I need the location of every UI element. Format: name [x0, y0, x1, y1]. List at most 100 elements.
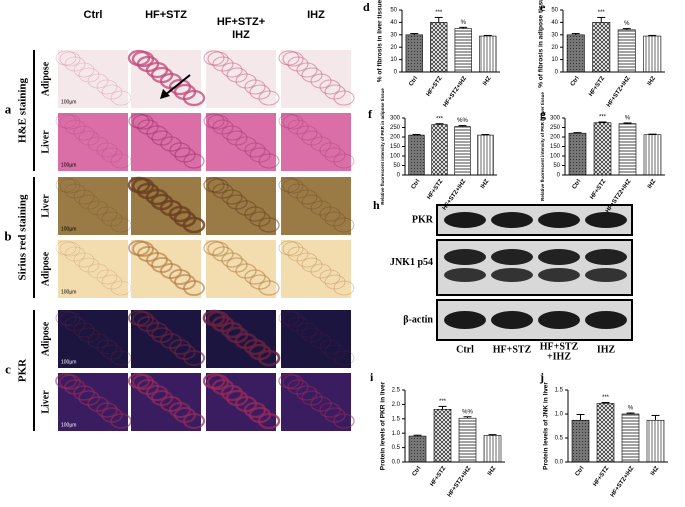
tissue-texture [168, 78, 192, 96]
tissue-texture [301, 327, 323, 343]
micrograph [58, 113, 128, 171]
tissue-texture [55, 177, 77, 193]
significance: *** [439, 399, 447, 405]
tissue-texture [78, 327, 100, 343]
tissue-texture [87, 73, 109, 89]
tissue-texture [101, 344, 123, 360]
y-tick-label: 100 [390, 154, 401, 160]
tissue-texture [212, 56, 234, 72]
y-tick-label: 20 [551, 45, 558, 51]
tissue-texture [96, 79, 118, 95]
tissue-texture [131, 50, 155, 68]
tissue-texture [296, 62, 318, 78]
blot-band [444, 268, 486, 282]
tissue-texture [78, 390, 100, 406]
tissue-texture [319, 339, 341, 355]
y-axis-label: % of fibrosis in liver tissue [377, 0, 384, 82]
bar [479, 35, 497, 73]
bar [617, 29, 636, 73]
tissue-texture [226, 130, 248, 146]
panel-letter: g [540, 107, 546, 121]
bar [592, 22, 611, 73]
column-header: HF+STZ+ [217, 16, 265, 28]
tissue-texture [319, 142, 341, 158]
panel-letter: a [5, 101, 12, 116]
tissue-texture [203, 50, 225, 66]
tissue-texture [244, 269, 266, 285]
tissue-texture [287, 183, 309, 199]
y-tick-label: 0.0 [392, 460, 401, 466]
y-tick-label: 1.5 [392, 416, 401, 422]
y-tick-label: 2.0 [392, 402, 401, 408]
micrograph [281, 310, 351, 368]
y-axis-label: Protein levels of PKR in liver [380, 381, 387, 470]
tissue-texture [244, 79, 266, 95]
blot-band [444, 311, 486, 329]
significance: % [461, 20, 467, 26]
lane-label: Ctrl [456, 344, 474, 355]
scale-bar: 100µm [61, 162, 76, 168]
y-tick-label: 40 [390, 20, 397, 26]
y-tick-label: 1.0 [392, 431, 401, 437]
row-label: Adipose [40, 61, 51, 96]
blot-band [491, 249, 533, 265]
panel-letter: c [5, 361, 11, 376]
blot-frame [436, 239, 633, 296]
tissue-texture [131, 373, 155, 391]
arrow [164, 74, 191, 96]
tissue-texture [55, 50, 77, 66]
y-tick-label: 0 [397, 173, 401, 179]
tissue-texture [258, 90, 280, 106]
tissue-texture [221, 125, 243, 141]
blot-band [585, 268, 627, 282]
bar [430, 22, 448, 73]
tissue-texture [324, 211, 346, 227]
y-tick-label: 50 [393, 163, 400, 169]
tissue-texture [73, 385, 95, 401]
tissue-texture [132, 311, 154, 327]
blot-band [538, 268, 580, 282]
tissue-texture [73, 125, 95, 141]
y-tick-label: 2.5 [392, 388, 401, 394]
tissue-texture [287, 119, 309, 135]
tissue-texture [333, 350, 355, 366]
significance: *** [598, 10, 606, 16]
tissue-texture [78, 194, 100, 210]
bar [593, 122, 612, 176]
y-tick-label: 10 [390, 57, 397, 63]
tissue-texture [174, 147, 196, 163]
bar [483, 435, 502, 463]
row-label: Adipose [40, 251, 51, 286]
tissue-texture [101, 274, 123, 290]
x-tick-label: IHZ [487, 465, 498, 477]
tissue-texture [221, 62, 243, 78]
tissue-texture [249, 211, 271, 227]
tissue-texture [78, 67, 100, 83]
band-label: PKR [412, 214, 434, 225]
tissue-texture [146, 322, 168, 338]
micrograph [58, 310, 128, 368]
tissue-texture [258, 217, 280, 233]
tissue-texture [310, 263, 332, 279]
x-tick-label: IHZ [650, 465, 661, 477]
tissue-texture [282, 51, 304, 67]
tissue-texture [310, 333, 332, 349]
tissue-texture [55, 240, 77, 256]
blot-band [538, 249, 580, 265]
tissue-texture [301, 130, 323, 146]
panel-letter: d [363, 0, 370, 14]
y-tick-label: 0 [555, 70, 559, 76]
tissue-texture [310, 396, 332, 412]
x-tick-label: IHZ [480, 178, 491, 190]
tissue-texture [137, 119, 159, 135]
tissue-texture [96, 269, 118, 285]
row-label: Liver [40, 390, 51, 414]
blot-band [538, 311, 580, 329]
tissue-texture [278, 310, 300, 326]
tissue-texture [243, 338, 267, 356]
tissue-texture [145, 384, 169, 402]
tissue-texture [235, 136, 257, 152]
lane-label: HF+STZ [493, 344, 532, 355]
tissue-texture [278, 240, 300, 256]
